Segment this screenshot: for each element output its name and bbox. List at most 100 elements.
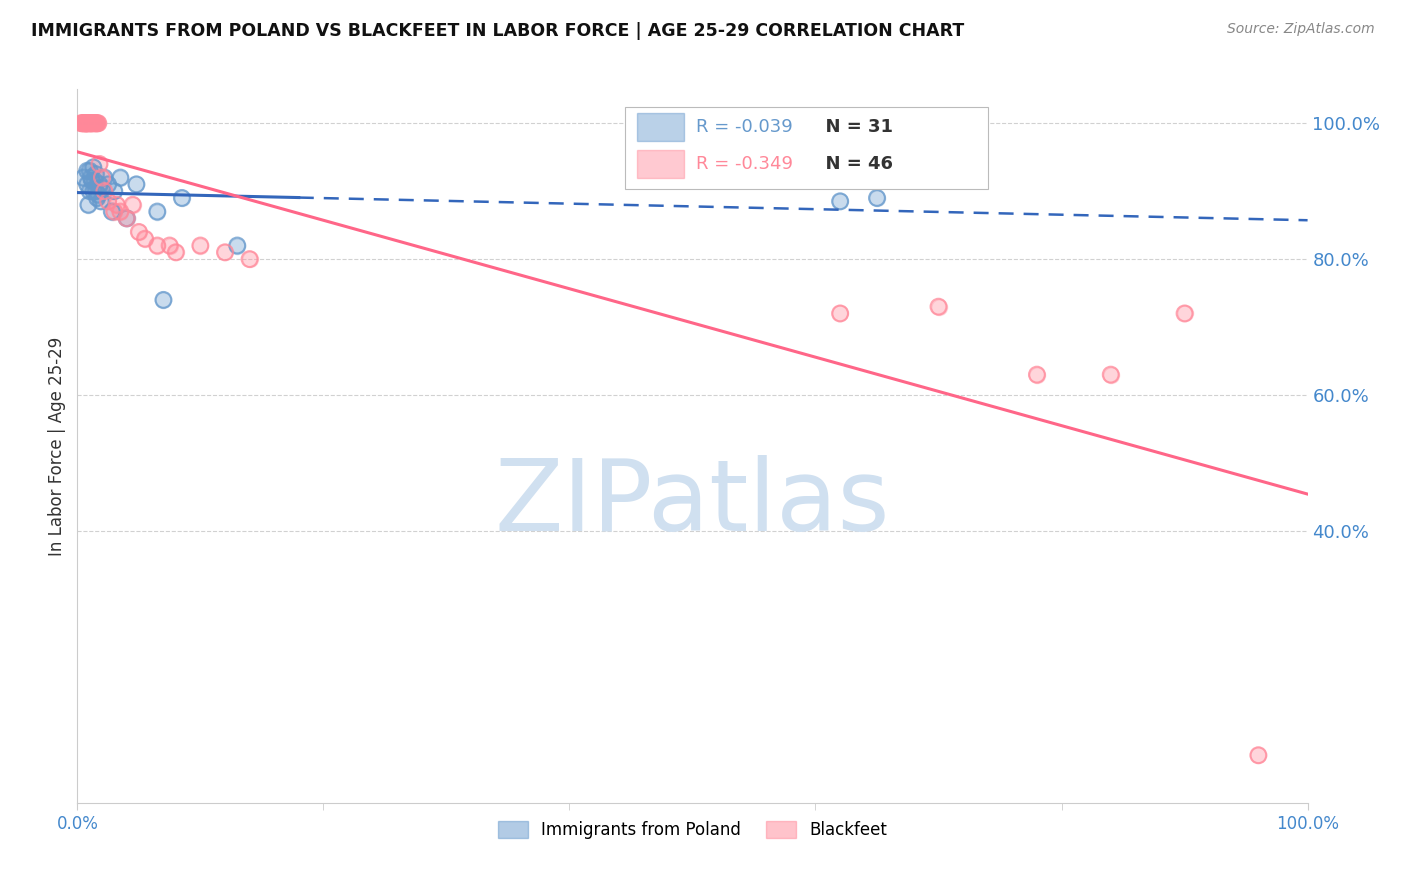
Point xyxy=(70,116,93,130)
Point xyxy=(75,116,97,130)
Point xyxy=(73,116,96,130)
Point xyxy=(75,116,97,130)
Point xyxy=(110,204,132,219)
Point xyxy=(84,167,107,181)
Point xyxy=(89,157,111,171)
Point xyxy=(80,116,103,130)
Point xyxy=(83,174,105,188)
Point xyxy=(1026,368,1049,382)
Point xyxy=(87,116,110,130)
Point xyxy=(103,204,125,219)
Point xyxy=(72,116,94,130)
Point xyxy=(76,116,98,130)
Point xyxy=(214,245,236,260)
Point xyxy=(1174,306,1197,320)
Point xyxy=(87,187,110,202)
Point xyxy=(159,238,181,252)
Point xyxy=(1026,368,1049,382)
Point xyxy=(170,191,193,205)
Point xyxy=(928,300,950,314)
Point xyxy=(97,178,120,192)
Point xyxy=(83,174,105,188)
Point xyxy=(82,116,104,130)
Point xyxy=(188,238,212,252)
Point xyxy=(82,174,104,188)
Point xyxy=(76,116,98,130)
Point xyxy=(170,191,193,205)
Point xyxy=(214,245,236,260)
Point xyxy=(125,178,148,192)
Point xyxy=(1099,368,1122,382)
Point xyxy=(79,184,101,198)
Point xyxy=(82,184,104,198)
Point xyxy=(77,116,100,130)
Point xyxy=(93,184,115,198)
Point xyxy=(239,252,262,266)
Point xyxy=(89,178,111,192)
Point xyxy=(110,170,132,185)
Point xyxy=(93,184,115,198)
Point xyxy=(84,116,107,130)
Point xyxy=(89,157,111,171)
Point xyxy=(76,116,98,130)
Point xyxy=(146,204,169,219)
Point xyxy=(226,238,249,252)
Text: R = -0.039: R = -0.039 xyxy=(696,118,793,136)
Point xyxy=(80,170,103,185)
Text: ZIPatlas: ZIPatlas xyxy=(495,455,890,551)
Point xyxy=(72,116,94,130)
Point xyxy=(84,184,107,198)
Text: N = 31: N = 31 xyxy=(813,118,893,136)
Point xyxy=(70,116,93,130)
Point xyxy=(1099,368,1122,382)
Point xyxy=(1247,748,1270,763)
Point xyxy=(77,198,100,212)
Point xyxy=(93,170,115,185)
Point xyxy=(79,163,101,178)
Point xyxy=(128,225,150,239)
Point xyxy=(121,198,143,212)
Point xyxy=(89,178,111,192)
Point xyxy=(86,116,108,130)
Point xyxy=(152,293,174,307)
Point xyxy=(93,170,115,185)
Point xyxy=(105,198,128,212)
Point xyxy=(86,191,108,205)
Point xyxy=(82,174,104,188)
Point xyxy=(80,116,103,130)
Point xyxy=(134,232,156,246)
Point xyxy=(72,116,94,130)
Point xyxy=(90,194,112,209)
Point xyxy=(82,116,104,130)
Point xyxy=(79,116,101,130)
Point xyxy=(90,170,114,185)
Point xyxy=(79,116,101,130)
Point xyxy=(83,116,105,130)
Point xyxy=(165,245,187,260)
Point xyxy=(115,211,138,226)
Point xyxy=(90,180,114,194)
Text: R = -0.349: R = -0.349 xyxy=(696,155,793,173)
Text: N = 46: N = 46 xyxy=(813,155,893,173)
Point xyxy=(159,238,181,252)
Point xyxy=(830,194,852,209)
Point xyxy=(79,163,101,178)
Point xyxy=(82,116,104,130)
Point xyxy=(239,252,262,266)
Y-axis label: In Labor Force | Age 25-29: In Labor Force | Age 25-29 xyxy=(48,336,66,556)
Point xyxy=(110,170,132,185)
FancyBboxPatch shape xyxy=(637,150,683,178)
Point xyxy=(72,116,94,130)
Point xyxy=(82,116,104,130)
Text: IMMIGRANTS FROM POLAND VS BLACKFEET IN LABOR FORCE | AGE 25-29 CORRELATION CHART: IMMIGRANTS FROM POLAND VS BLACKFEET IN L… xyxy=(31,22,965,40)
Point xyxy=(80,116,103,130)
Point xyxy=(103,184,125,198)
Point xyxy=(77,198,100,212)
Point xyxy=(105,198,128,212)
Point xyxy=(79,184,101,198)
Point xyxy=(90,180,114,194)
Point xyxy=(830,306,852,320)
Point xyxy=(928,300,950,314)
Point xyxy=(103,204,125,219)
Point xyxy=(75,116,97,130)
